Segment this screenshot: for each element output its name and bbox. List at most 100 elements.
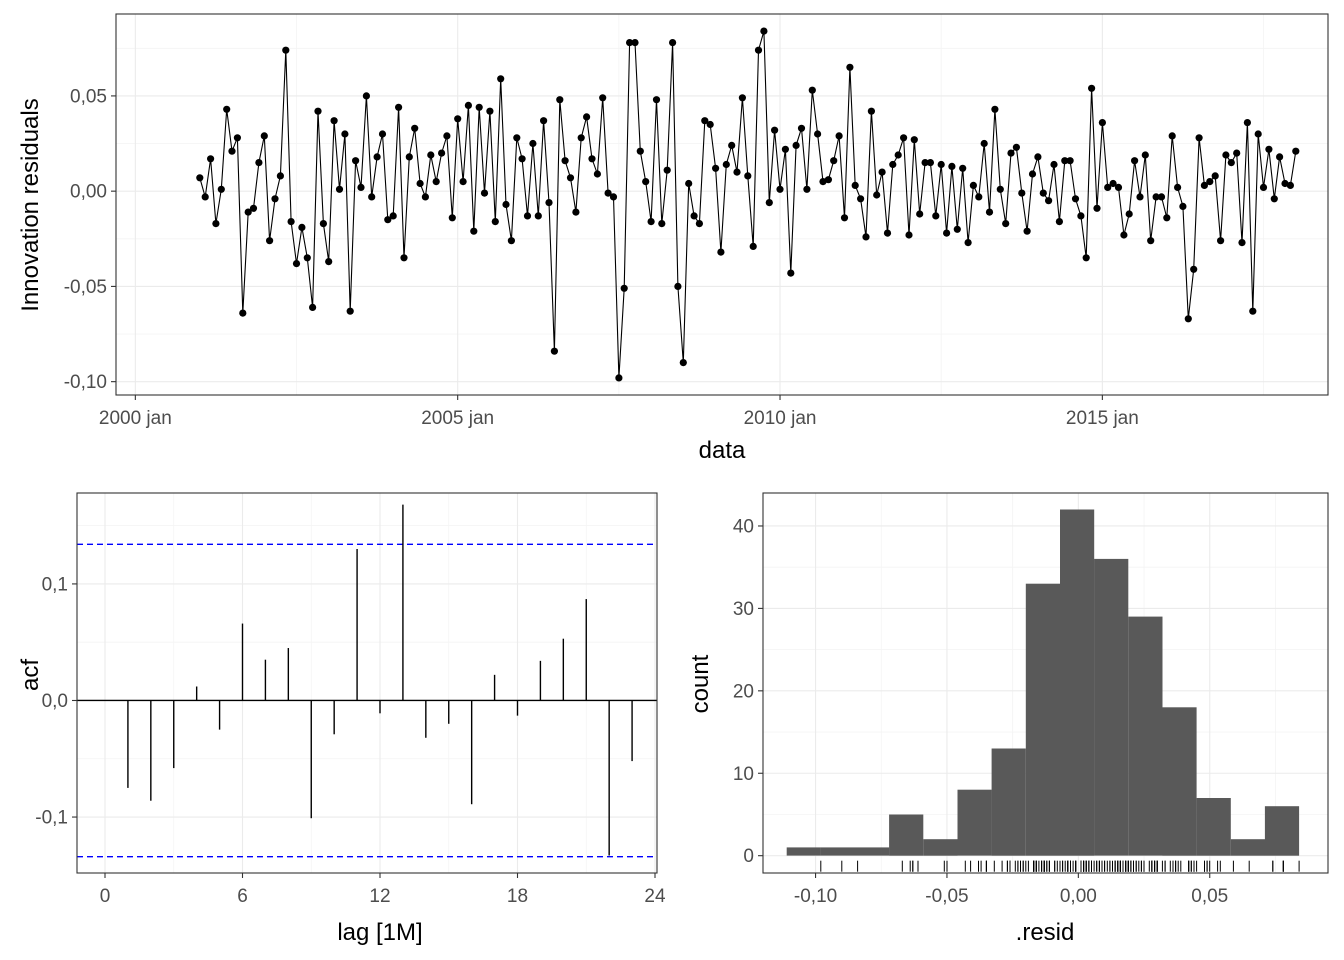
y-tick-label: 0,00 [70,182,107,203]
residual-point [894,151,902,159]
y-tick-label: 40 [733,516,754,537]
histogram-panel: 0 10 20 30 40 -0,10 -0,05 0,00 0,05 .resid coun… [687,492,1329,946]
residual-point [507,237,515,245]
x-tick-label: 0,05 [1191,886,1228,907]
residual-point [733,168,741,176]
residual-point [604,189,612,197]
plot-frame [115,13,1329,396]
residual-point [701,117,709,125]
x-tick-label: -0,10 [794,886,837,907]
histogram-bar [1060,509,1095,856]
y-tick-label: 0,1 [42,574,68,595]
residual-point [647,218,655,226]
residual-point [1157,193,1166,201]
residual-point [1276,153,1284,161]
residual-point [395,103,403,111]
x-tick-label: -0,05 [925,886,968,907]
residual-point [926,159,935,167]
residual-point [368,193,376,201]
residual-point [432,178,440,186]
residual-point [738,94,747,102]
residual-point [814,130,822,138]
plot-frame [762,492,1329,874]
residual-point [566,174,575,182]
residual-point [1222,151,1230,159]
residual-point [330,117,338,125]
histogram-bar [1196,798,1231,856]
residual-point [223,105,231,113]
residual-point [985,208,994,216]
residual-point [1152,193,1160,201]
residual-point [840,214,849,222]
residual-point [561,157,569,165]
residual-point [421,193,429,201]
residual-point [1292,147,1300,155]
x-tick-label: 24 [644,886,666,907]
residual-point [921,159,929,167]
residual-point [448,214,456,222]
x-axis-title: data [699,437,746,464]
histogram-bar [1162,707,1197,856]
residual-point [292,260,301,268]
residual-point [593,170,602,178]
residual-point [427,151,435,159]
residual-point [776,185,784,193]
residual-point [975,193,983,201]
x-tick-label: 6 [237,886,248,907]
residual-point [695,220,704,228]
residual-point [1082,254,1090,262]
x-tick-label: 0 [100,886,111,907]
residual-point [1168,132,1176,140]
y-axis-title: acf [17,659,44,691]
y-tick-label: 0 [743,846,754,867]
plot-background [116,14,1328,395]
residual-point [937,160,945,169]
residual-point [341,130,349,138]
residual-point [1243,119,1251,127]
residual-point [878,168,886,176]
residual-point [1200,181,1208,189]
residual-point [534,212,542,220]
residual-point [991,105,999,113]
residual-point [1259,183,1268,191]
residual-point [212,220,220,228]
residual-point [615,374,623,382]
residual-point [792,141,800,149]
residual-point [529,139,537,148]
residual-point [1281,179,1289,188]
residual-point [260,132,268,140]
residual-point [1050,160,1058,169]
residual-point [572,208,580,216]
residual-point [1233,149,1241,157]
residual-point [1039,189,1047,197]
x-tick-label: 2015 jan [1066,408,1139,429]
residual-point [1174,183,1182,191]
histogram-bar [957,789,992,856]
series [77,504,657,858]
residual-point [1104,183,1112,191]
residual-point [857,195,865,203]
residual-point [1190,265,1198,273]
residual-point [196,174,204,182]
residual-point [480,189,489,197]
residual-point [674,282,682,290]
residual-point [932,212,940,220]
residual-point [357,183,365,191]
residual-point [271,195,279,203]
residual-point [475,103,483,111]
x-tick-label: 18 [507,886,528,907]
residual-point [454,115,462,123]
residual-point [706,120,714,129]
x-axis: 2000 jan 2005 jan 2010 jan 2015 jan [99,395,1139,429]
residual-point [1131,157,1139,165]
y-tick-label: -0,10 [64,372,107,393]
residual-point [314,107,322,115]
residual-point [233,134,241,142]
residual-point [346,307,354,315]
residual-point [620,284,628,292]
residual-point [609,193,618,201]
residual-point [910,136,918,144]
residual-point [846,63,854,71]
y-tick-label: 0,0 [42,691,68,712]
